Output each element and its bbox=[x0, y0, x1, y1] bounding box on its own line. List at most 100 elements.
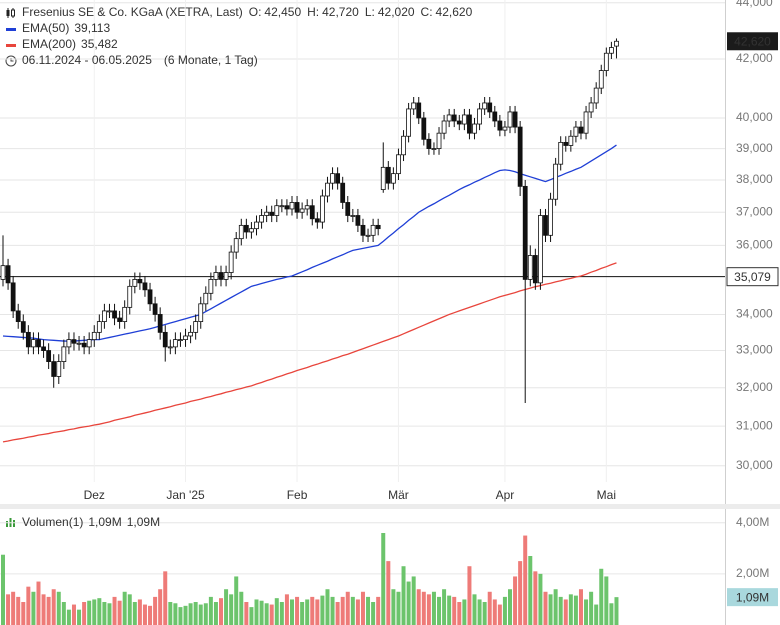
candle-body bbox=[385, 166, 391, 184]
candle-body bbox=[467, 114, 472, 134]
y-tick-label: 4,00M bbox=[736, 515, 769, 529]
candle-body bbox=[269, 211, 275, 216]
candle-body bbox=[340, 182, 346, 203]
candle-body bbox=[183, 335, 188, 341]
volume-bar bbox=[604, 576, 609, 625]
candle-body bbox=[568, 135, 574, 146]
candle-body bbox=[279, 205, 285, 208]
ohlc-value: 42,020 bbox=[378, 5, 415, 19]
volume-bar bbox=[366, 596, 371, 625]
volume-bar bbox=[325, 589, 330, 625]
volume-bar bbox=[376, 596, 381, 625]
volume-bar bbox=[416, 589, 421, 625]
candle-body bbox=[238, 224, 244, 240]
candle-body bbox=[107, 310, 112, 313]
y-tick-label: 44,000 bbox=[736, 0, 773, 9]
candle-body bbox=[431, 148, 437, 150]
volume-bar bbox=[406, 581, 411, 625]
candle-body bbox=[243, 224, 249, 233]
ohlc-value: 42,720 bbox=[322, 5, 359, 19]
volume-bar bbox=[487, 591, 492, 625]
volume-bar bbox=[244, 602, 249, 625]
volume-value: 1,09M bbox=[127, 515, 160, 529]
candle-body bbox=[538, 215, 543, 284]
volume-bar bbox=[492, 599, 497, 625]
candle-body bbox=[66, 339, 72, 348]
volume-bar bbox=[31, 591, 36, 625]
volume-bar bbox=[538, 573, 543, 625]
candle-body bbox=[609, 47, 614, 54]
candle-body bbox=[456, 120, 462, 125]
candle-body bbox=[96, 321, 102, 333]
ohlc-value: 42,450 bbox=[264, 5, 301, 19]
volume-bar bbox=[102, 602, 107, 625]
candle-body bbox=[588, 102, 594, 113]
volume-bar bbox=[77, 609, 82, 625]
candle-body bbox=[61, 346, 67, 362]
candle-body bbox=[543, 215, 548, 236]
volume-bar bbox=[284, 594, 289, 625]
candle-body bbox=[117, 317, 123, 322]
volume-title: Volumen(1) bbox=[22, 515, 83, 529]
volume-bar bbox=[462, 599, 467, 625]
volume-bar bbox=[259, 600, 264, 625]
x-tick-label: Dez bbox=[84, 488, 105, 502]
volume-bar bbox=[371, 602, 376, 625]
volume-bar bbox=[208, 596, 213, 625]
ohlc-name: H: bbox=[307, 5, 319, 19]
candle-body bbox=[598, 70, 604, 89]
volume-bar bbox=[528, 556, 533, 625]
candle-body bbox=[142, 282, 148, 291]
candle-body bbox=[162, 331, 168, 348]
candle-body bbox=[122, 306, 128, 322]
candle-body bbox=[289, 202, 295, 210]
candle-body bbox=[294, 202, 300, 213]
candle-body bbox=[259, 215, 264, 223]
candle-body bbox=[375, 224, 381, 230]
volume-bar bbox=[6, 594, 11, 625]
candle-body bbox=[264, 211, 270, 216]
volume-bar bbox=[229, 594, 234, 625]
candle-body bbox=[411, 102, 417, 110]
candle-body bbox=[512, 111, 518, 128]
volume-bar bbox=[264, 603, 269, 625]
volume-bar bbox=[543, 591, 548, 625]
volume-bar bbox=[66, 609, 71, 625]
volume-badge-label: 1,09M bbox=[736, 590, 769, 604]
volume-bar bbox=[122, 591, 127, 625]
y-tick-label: 36,000 bbox=[736, 238, 773, 252]
candle-body bbox=[203, 292, 209, 305]
volume-bar bbox=[477, 599, 482, 625]
candle-body bbox=[314, 218, 320, 223]
volume-bar bbox=[274, 598, 279, 625]
candle-body bbox=[553, 163, 559, 200]
volume-bar bbox=[193, 602, 198, 625]
candle-body bbox=[492, 111, 498, 122]
candle-body bbox=[345, 202, 351, 216]
volume-bar bbox=[497, 604, 502, 625]
y-tick-label: 40,000 bbox=[736, 110, 773, 124]
volume-bar bbox=[132, 602, 137, 625]
volume-bar bbox=[178, 607, 183, 625]
volume-bar bbox=[295, 596, 300, 625]
volume-bar bbox=[548, 594, 553, 625]
candle-body bbox=[396, 154, 401, 175]
candle-body bbox=[436, 132, 442, 149]
candle-body bbox=[370, 224, 376, 236]
volume-bar bbox=[558, 596, 563, 625]
volume-bar bbox=[219, 598, 224, 625]
candle-body bbox=[614, 40, 619, 47]
candle-body bbox=[147, 289, 153, 305]
y-tick-label: 2,00M bbox=[736, 566, 769, 580]
candle-body bbox=[451, 114, 457, 122]
volume-bar bbox=[87, 600, 92, 625]
candle-body bbox=[86, 339, 92, 348]
panel-separator bbox=[0, 504, 780, 509]
candle-body bbox=[446, 114, 452, 122]
candle-body bbox=[355, 215, 361, 226]
candle-body bbox=[193, 321, 199, 333]
candle-body bbox=[477, 108, 482, 125]
